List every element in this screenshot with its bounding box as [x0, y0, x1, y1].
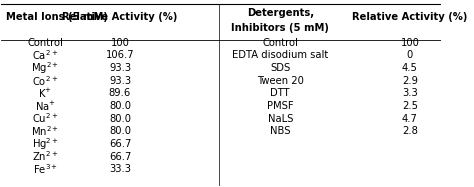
Text: Relative Activity (%): Relative Activity (%) — [352, 12, 467, 22]
Text: 66.7: 66.7 — [109, 139, 131, 149]
Text: EDTA disodium salt: EDTA disodium salt — [232, 50, 328, 60]
Text: Tween 20: Tween 20 — [257, 76, 304, 86]
Text: 2.8: 2.8 — [402, 126, 418, 136]
Text: 100: 100 — [401, 38, 419, 48]
Text: 33.3: 33.3 — [109, 164, 131, 174]
Text: 80.0: 80.0 — [109, 126, 131, 136]
Text: Co$^{2+}$: Co$^{2+}$ — [32, 74, 58, 88]
Text: NaLS: NaLS — [268, 114, 293, 124]
Text: 106.7: 106.7 — [106, 50, 134, 60]
Text: 100: 100 — [110, 38, 129, 48]
Text: K$^{+}$: K$^{+}$ — [38, 87, 52, 100]
Text: Na$^{+}$: Na$^{+}$ — [35, 99, 56, 113]
Text: DTT: DTT — [271, 88, 290, 98]
Text: Mg$^{2+}$: Mg$^{2+}$ — [31, 60, 59, 76]
Text: 80.0: 80.0 — [109, 101, 131, 111]
Text: 4.5: 4.5 — [402, 63, 418, 73]
Text: Zn$^{2+}$: Zn$^{2+}$ — [32, 150, 58, 163]
Text: 3.3: 3.3 — [402, 88, 418, 98]
Text: Mn$^{2+}$: Mn$^{2+}$ — [31, 124, 59, 138]
Text: NBS: NBS — [270, 126, 291, 136]
Text: Control: Control — [27, 38, 63, 48]
Text: 93.3: 93.3 — [109, 63, 131, 73]
Text: Detergents,: Detergents, — [247, 8, 314, 18]
Text: 89.6: 89.6 — [109, 88, 131, 98]
Text: Inhibitors (5 mM): Inhibitors (5 mM) — [231, 23, 329, 33]
Text: Metal Ions (5 mM): Metal Ions (5 mM) — [6, 12, 108, 22]
Text: 2.9: 2.9 — [402, 76, 418, 86]
Text: Ca$^{2+}$: Ca$^{2+}$ — [32, 48, 58, 62]
Text: 66.7: 66.7 — [109, 151, 131, 162]
Text: 2.5: 2.5 — [402, 101, 418, 111]
Text: 0: 0 — [407, 50, 413, 60]
Text: 93.3: 93.3 — [109, 76, 131, 86]
Text: Cu$^{2+}$: Cu$^{2+}$ — [32, 112, 58, 125]
Text: SDS: SDS — [270, 63, 291, 73]
Text: Fe$^{3+}$: Fe$^{3+}$ — [33, 162, 58, 176]
Text: PMSF: PMSF — [267, 101, 293, 111]
Text: Hg$^{2+}$: Hg$^{2+}$ — [32, 136, 59, 152]
Text: 4.7: 4.7 — [402, 114, 418, 124]
Text: Control: Control — [263, 38, 298, 48]
Text: Relative Activity (%): Relative Activity (%) — [62, 12, 178, 22]
Text: 80.0: 80.0 — [109, 114, 131, 124]
